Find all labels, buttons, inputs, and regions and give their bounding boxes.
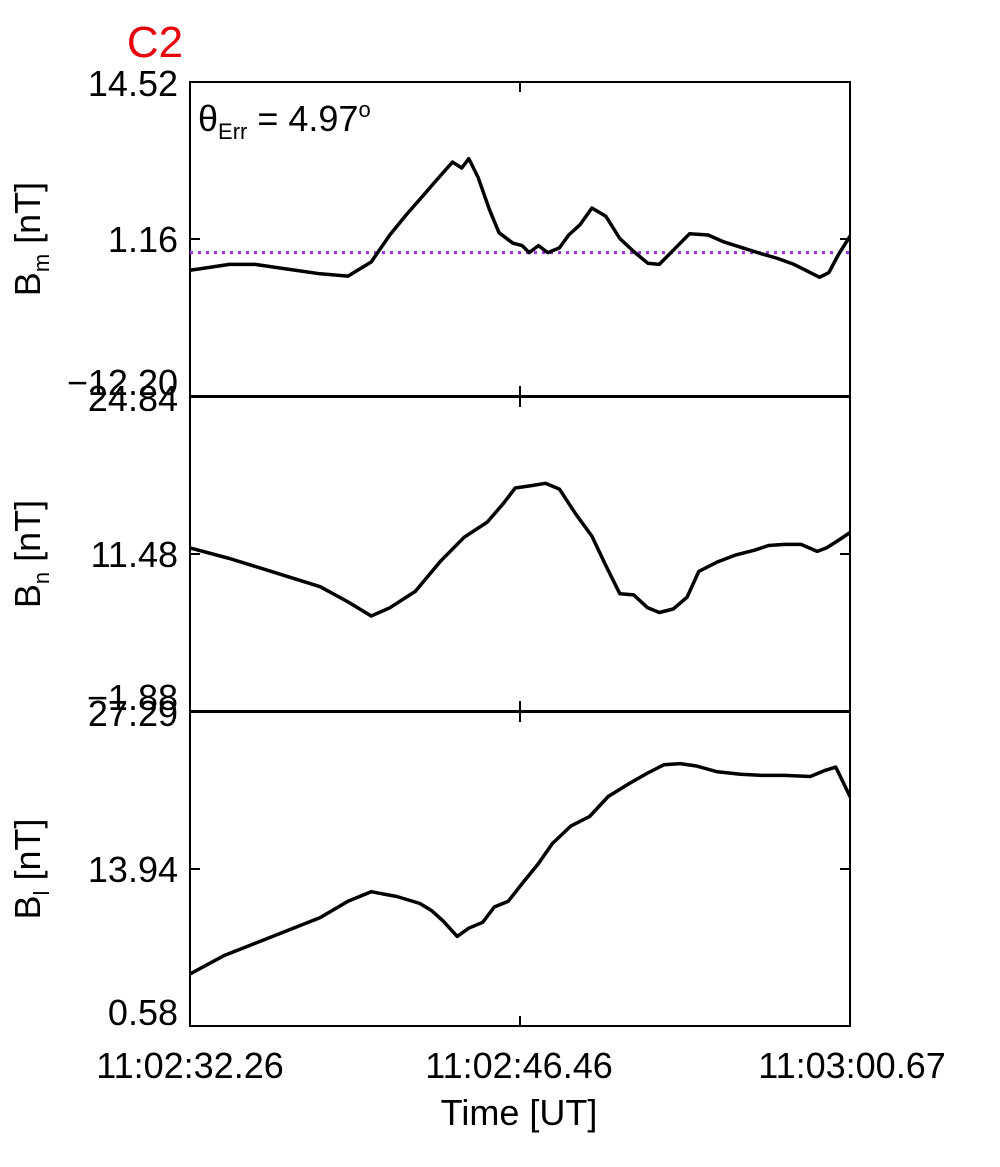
panel-frame — [189, 711, 851, 1027]
y-tick-label: 1.16 — [108, 219, 178, 260]
y-tick-label: 13.94 — [88, 849, 178, 890]
y-axis-label-Bl: Bl [nT] — [7, 819, 54, 920]
x-tick-label: 11:02:32.26 — [96, 1045, 284, 1086]
panel-Bl: 27.29 13.94 0.58 Bl [nT] — [7, 693, 851, 1033]
y-tick-label: 14.52 — [88, 63, 178, 104]
panel-Bn: 24.84 11.48 −1.88 Bn [nT] — [7, 378, 851, 718]
y-tick-label: −12.20 — [67, 362, 178, 403]
y-axis-label-Bn: Bn [nT] — [7, 500, 54, 608]
y-tick-label: 24.84 — [88, 378, 178, 419]
y-tick-label: 0.58 — [108, 992, 178, 1033]
y-axis-label-Bm: Bm [nT] — [7, 182, 54, 296]
series-line-Bn — [190, 481, 850, 618]
theta-error-annotation: θErr = 4.97o — [198, 97, 371, 144]
annotation-text: θErr = 4.97o — [198, 97, 371, 144]
x-tick-label: 11:02:46.46 — [425, 1045, 613, 1086]
y-tick-label: 27.29 — [88, 693, 178, 734]
series-line-Bm — [190, 156, 850, 280]
x-tick-label: 11:03:00.67 — [758, 1045, 946, 1086]
series-line-Bl — [190, 761, 850, 976]
y-tick-label: 11.48 — [91, 534, 178, 575]
x-axis-label: Time [UT] — [441, 1092, 598, 1133]
chart-title: C2 — [127, 18, 183, 67]
panel-frame — [189, 396, 851, 712]
y-tick-label: −1.88 — [87, 677, 178, 718]
panel-Bm: 14.52 1.16 −12.20 Bm [nT] — [7, 63, 851, 403]
